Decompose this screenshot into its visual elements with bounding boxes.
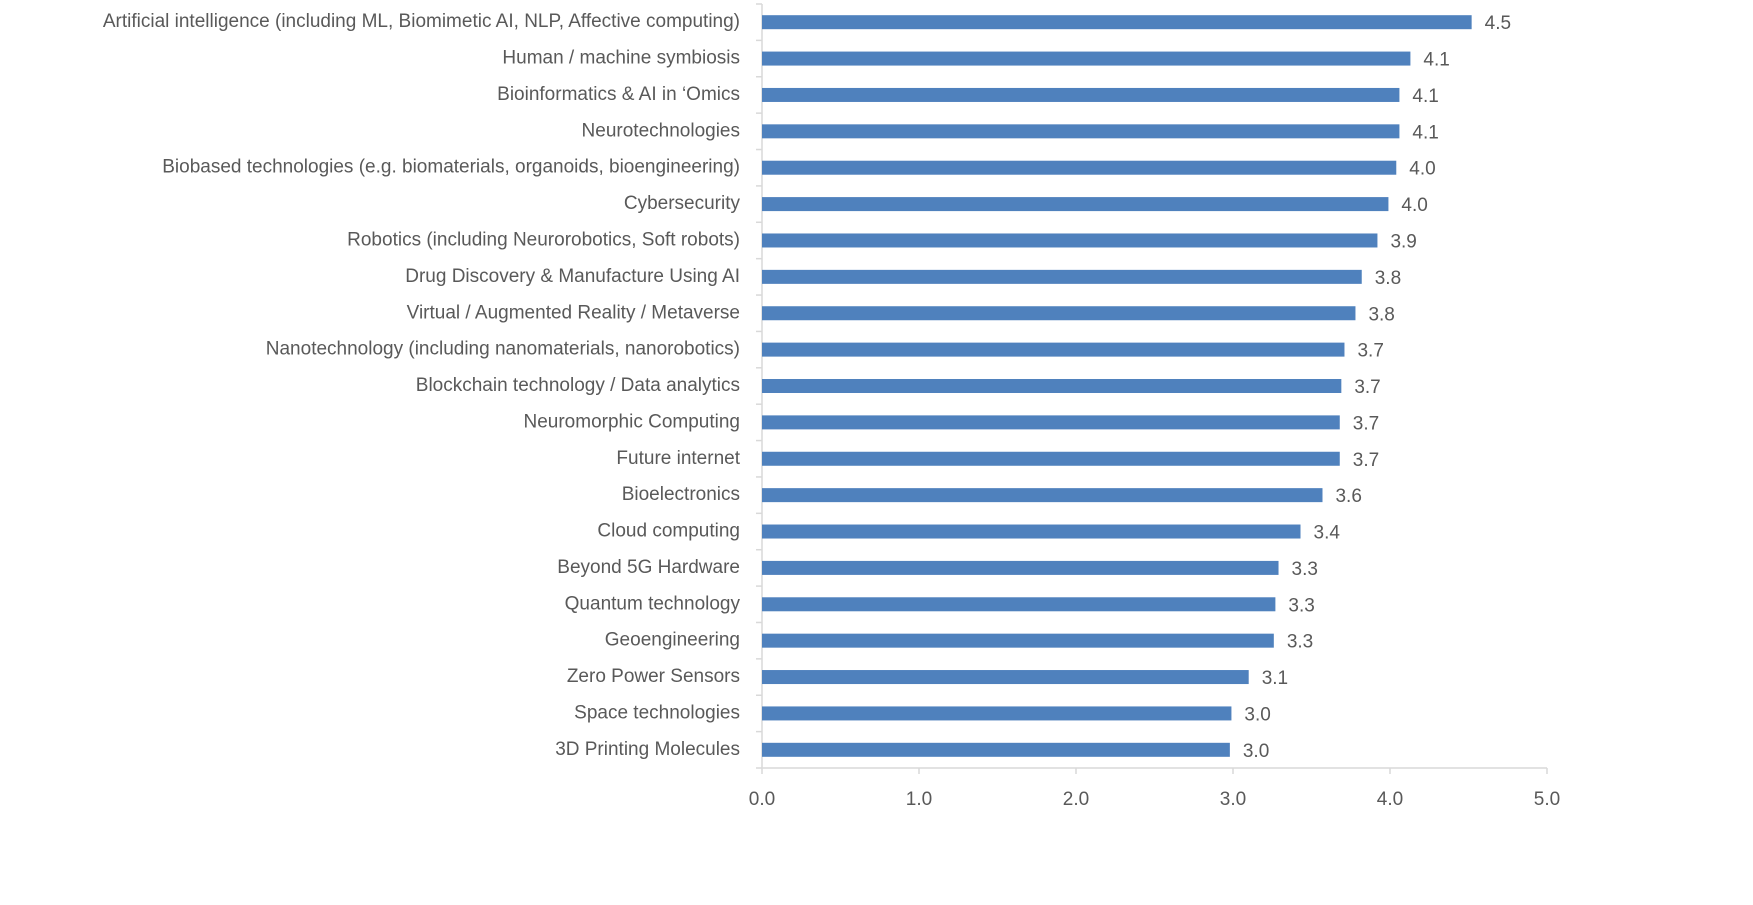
- x-tick-label: 0.0: [749, 789, 775, 810]
- value-label: 3.4: [1314, 523, 1341, 544]
- bar: [762, 597, 1276, 612]
- bar: [762, 560, 1279, 575]
- y-tick-label: Robotics (including Neurorobotics, Soft …: [347, 229, 740, 250]
- y-tick-label: Virtual / Augmented Reality / Metaverse: [407, 302, 740, 323]
- bar: [762, 124, 1400, 139]
- value-label: 4.0: [1409, 159, 1435, 180]
- x-tick-label: 2.0: [1063, 789, 1089, 810]
- bar: [762, 87, 1400, 102]
- bar: [762, 306, 1356, 321]
- value-label: 3.3: [1288, 595, 1314, 616]
- bar: [762, 524, 1301, 539]
- value-label: 3.0: [1244, 704, 1270, 725]
- x-tick-label: 5.0: [1534, 789, 1560, 810]
- value-label: 4.1: [1412, 86, 1438, 107]
- y-tick-label: Cloud computing: [597, 521, 740, 542]
- y-tick-label: Geoengineering: [605, 630, 740, 651]
- bar: [762, 488, 1323, 503]
- value-label: 3.7: [1353, 450, 1379, 471]
- y-tick-label: Artificial intelligence (including ML, B…: [103, 11, 740, 32]
- bar: [762, 415, 1340, 430]
- value-label: 3.7: [1353, 413, 1379, 434]
- bar: [762, 342, 1345, 357]
- value-label: 3.8: [1375, 268, 1401, 289]
- value-label: 3.6: [1335, 486, 1361, 507]
- value-label: 3.9: [1390, 231, 1416, 252]
- value-label: 3.3: [1292, 559, 1318, 580]
- bar: [762, 633, 1274, 648]
- bar: [762, 197, 1389, 212]
- bar: [762, 670, 1249, 685]
- y-tick-label: Quantum technology: [565, 593, 741, 614]
- y-tick-label: Bioinformatics & AI in ‘Omics: [497, 84, 740, 105]
- value-label: 3.7: [1357, 341, 1383, 362]
- bar: [762, 379, 1342, 393]
- value-label: 4.5: [1485, 13, 1511, 34]
- bar: [762, 269, 1362, 284]
- value-label: 3.1: [1262, 668, 1288, 689]
- bar: [762, 233, 1378, 248]
- value-label: 4.1: [1423, 50, 1449, 71]
- y-tick-label: Neurotechnologies: [582, 120, 740, 141]
- y-tick-label: Blockchain technology / Data analytics: [416, 375, 740, 396]
- bar: [762, 742, 1230, 757]
- value-label: 4.1: [1412, 122, 1438, 143]
- x-tick-label: 3.0: [1220, 789, 1246, 810]
- value-label: 3.0: [1243, 741, 1269, 762]
- y-tick-label: Drug Discovery & Manufacture Using AI: [405, 266, 740, 287]
- value-label: 3.3: [1287, 632, 1313, 653]
- value-label: 3.7: [1354, 377, 1380, 398]
- y-tick-label: Space technologies: [574, 702, 740, 723]
- y-tick-label: Cybersecurity: [624, 193, 741, 214]
- bar: [762, 451, 1340, 466]
- bar: [762, 706, 1232, 721]
- bar: [762, 51, 1411, 66]
- y-tick-label: Zero Power Sensors: [567, 666, 740, 687]
- value-label: 4.0: [1401, 195, 1427, 216]
- bar: [762, 15, 1472, 30]
- y-tick-label: Bioelectronics: [622, 484, 740, 505]
- y-tick-label: Beyond 5G Hardware: [557, 557, 740, 578]
- y-tick-label: Human / machine symbiosis: [502, 48, 740, 69]
- y-tick-label: Neuromorphic Computing: [524, 411, 741, 432]
- x-tick-label: 1.0: [906, 789, 932, 810]
- value-label: 3.8: [1368, 304, 1394, 325]
- y-tick-label: Nanotechnology (including nanomaterials,…: [266, 339, 740, 360]
- y-tick-label: Biobased technologies (e.g. biomaterials…: [162, 157, 740, 178]
- y-tick-label: 3D Printing Molecules: [555, 739, 740, 760]
- y-tick-label: Future internet: [616, 448, 740, 469]
- bar: [762, 160, 1397, 175]
- x-tick-label: 4.0: [1377, 789, 1403, 810]
